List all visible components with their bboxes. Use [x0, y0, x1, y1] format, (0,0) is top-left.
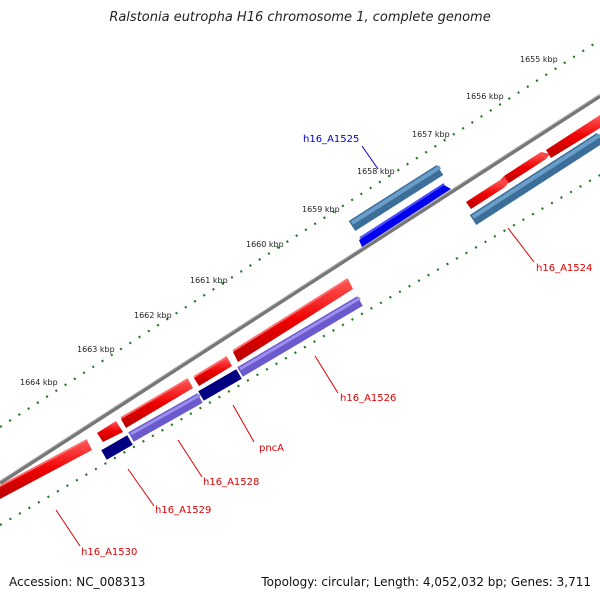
- kbp-label: 1655 kbp: [520, 55, 558, 64]
- gene-h16-A1524-red-3[interactable]: [546, 115, 600, 158]
- gene-h16-A1528-red[interactable]: [120, 378, 193, 428]
- gene-label-h16-A1528: h16_A1528: [203, 477, 259, 488]
- gene-h16-A1529-navy[interactable]: [101, 435, 133, 460]
- gene-h16-A1524-red-1[interactable]: [466, 176, 509, 209]
- kbp-label: 1658 kbp: [357, 167, 395, 176]
- chromosome-backbone: [0, 93, 600, 485]
- gene-label-h16-A1529: h16_A1529: [155, 505, 211, 516]
- gene-h16-A1530-red[interactable]: [0, 439, 92, 499]
- gene-h16-A1524-steel[interactable]: [469, 132, 600, 226]
- gene-pncA-red[interactable]: [193, 356, 232, 386]
- gene-h16-A1524-red-2[interactable]: [504, 152, 550, 183]
- kbp-label: 1664 kbp: [20, 378, 58, 387]
- kbp-label: 1656 kbp: [466, 92, 504, 101]
- gene-label-h16-A1524: h16_A1524: [536, 263, 592, 274]
- gene-label-h16-A1525: h16_A1525: [303, 134, 359, 145]
- accession-text: Accession: NC_008313: [9, 575, 146, 589]
- gene-h16-A1525[interactable]: [359, 183, 451, 247]
- kbp-label: 1662 kbp: [134, 311, 172, 320]
- gene-h16-A1526-red[interactable]: [232, 278, 353, 362]
- gene-h16-A1528-lavender[interactable]: [128, 393, 203, 442]
- label-leaders: [55, 145, 535, 547]
- kbp-label: 1661 kbp: [190, 276, 228, 285]
- gene-label-h16-A1530: h16_A1530: [81, 547, 137, 558]
- gene-label-pncA: pncA: [259, 443, 284, 454]
- kbp-label: 1659 kbp: [302, 205, 340, 214]
- map-title: Ralstonia eutropha H16 chromosome 1, com…: [109, 10, 491, 25]
- kbp-label: 1663 kbp: [77, 345, 115, 354]
- kbp-label: 1660 kbp: [246, 240, 284, 249]
- gene-pncA-navy[interactable]: [198, 369, 242, 401]
- gene-h16-A1529-red[interactable]: [97, 421, 123, 442]
- gene-labels: h16_A1525 h16_A1524 h16_A1526 pncA h16_A…: [81, 134, 592, 558]
- kbp-labels: 1655 kbp 1656 kbp 1657 kbp 1658 kbp 1659…: [20, 55, 558, 387]
- kbp-label: 1657 kbp: [412, 130, 450, 139]
- outer-tick-ring: [0, 39, 600, 428]
- genome-summary-text: Topology: circular; Length: 4,052,032 bp…: [261, 575, 591, 589]
- gene-label-h16-A1526: h16_A1526: [340, 393, 396, 404]
- gene-h16-A1526-lavender[interactable]: [237, 296, 363, 377]
- gene-h16-A1525-steel[interactable]: [348, 164, 444, 232]
